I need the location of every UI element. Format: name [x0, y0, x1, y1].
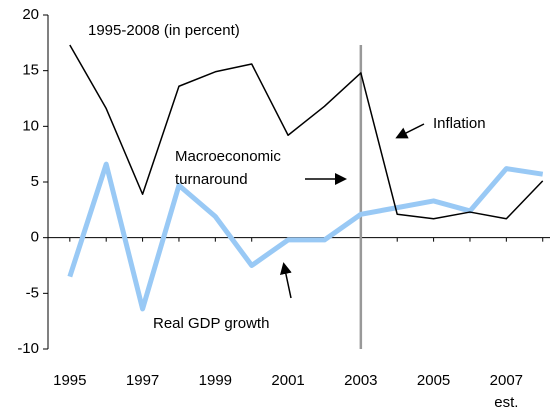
- x-tick-label: 2005: [417, 372, 450, 389]
- x-tick-label: 1997: [126, 372, 159, 389]
- line: [69, 44, 544, 220]
- x-tick-label: 2003: [344, 372, 377, 389]
- arrow: [395, 123, 425, 139]
- legend-label: Inflation: [433, 115, 486, 132]
- annotation: turnaround: [175, 171, 248, 188]
- x-tick-label: 1995: [53, 372, 86, 389]
- y-tick-label: -5: [26, 284, 39, 301]
- x-tick-label: 2001: [271, 372, 304, 389]
- x-tick-label: 1999: [199, 372, 232, 389]
- y-tick-label: 20: [22, 6, 39, 23]
- y-tick-label: 10: [22, 117, 39, 134]
- annotation: Macroeconomic: [175, 148, 281, 165]
- y-tick-label: 15: [22, 62, 39, 79]
- legend-label: Real GDP growth: [153, 315, 269, 332]
- y-tick-label: 5: [31, 173, 39, 190]
- x-tick-label: 2007: [490, 372, 523, 389]
- chart-title: 1995-2008 (in percent): [88, 22, 240, 39]
- x-note: est.: [494, 394, 518, 411]
- y-tick-label: -10: [17, 340, 39, 357]
- y-tick-label: 0: [31, 229, 39, 246]
- arrow: [279, 262, 292, 299]
- line: [67, 161, 544, 312]
